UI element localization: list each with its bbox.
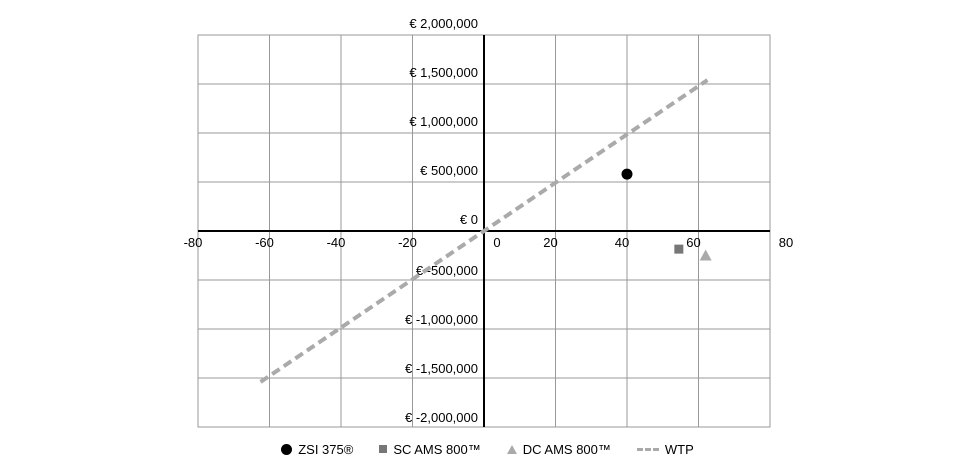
legend-label-sc-ams: SC AMS 800™ xyxy=(393,441,481,457)
y-tick-label: € -2,000,000 xyxy=(405,410,478,425)
x-tick-label: 0 xyxy=(493,235,500,250)
x-tick-label: -20 xyxy=(398,235,417,250)
y-tick-label: € 1,000,000 xyxy=(409,114,478,129)
x-tick-label: 60 xyxy=(686,235,700,250)
x-tick-label: -60 xyxy=(255,235,274,250)
x-tick-label: -40 xyxy=(327,235,346,250)
x-tick-label: 40 xyxy=(615,235,629,250)
legend-dash-marker xyxy=(636,447,659,451)
legend: ZSI 375® SC AMS 800™ DC AMS 800™ WTP xyxy=(0,438,975,460)
x-tick-label: -80 xyxy=(184,235,203,250)
y-tick-label: € 1,500,000 xyxy=(409,65,478,80)
dc-ams-point xyxy=(699,249,712,261)
wtp-line xyxy=(259,78,709,384)
legend-item-zsi: ZSI 375® xyxy=(281,442,353,457)
x-tick-label: 80 xyxy=(779,235,793,250)
legend-label-zsi: ZSI 375® xyxy=(298,441,354,457)
legend-item-dc-ams: DC AMS 800™ xyxy=(506,441,611,457)
x-tick-label: 20 xyxy=(543,235,557,250)
legend-label-dc-ams: DC AMS 800™ xyxy=(522,441,611,457)
legend-item-sc-ams: SC AMS 800™ xyxy=(379,441,481,457)
y-tick-label: € -1,500,000 xyxy=(405,361,478,376)
y-tick-label: € -500,000 xyxy=(416,263,478,278)
legend-square-marker xyxy=(379,445,388,453)
legend-circle-marker xyxy=(281,443,293,455)
sc-ams-point xyxy=(674,244,684,254)
legend-triangle-marker xyxy=(506,444,517,454)
scatter-chart: -80 -60 -40 -20 0 20 40 60 80 € 2,000,000 € 1,500,… xyxy=(184,16,793,428)
zsi-point xyxy=(621,168,633,180)
y-tick-label: € 2,000,000 xyxy=(409,16,478,31)
legend-item-wtp: WTP xyxy=(636,441,694,457)
y-tick-label: € 0 xyxy=(460,212,478,227)
legend-label-wtp: WTP xyxy=(664,441,694,457)
y-tick-label: € 500,000 xyxy=(420,163,478,178)
y-tick-label: € -1,000,000 xyxy=(405,312,478,327)
